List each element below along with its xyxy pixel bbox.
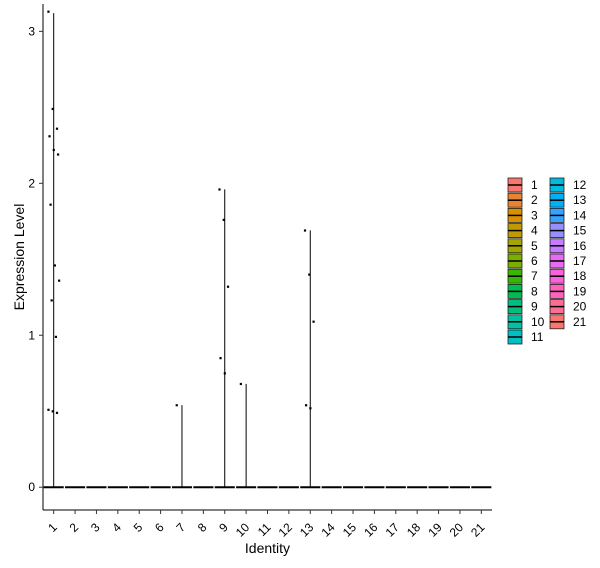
point — [51, 410, 54, 413]
x-axis-title: Identity — [245, 540, 290, 556]
point — [308, 273, 311, 276]
point — [47, 10, 50, 13]
x-tick-label: 3 — [88, 520, 103, 535]
point — [49, 203, 52, 206]
legend-label-5: 5 — [531, 239, 538, 253]
point — [50, 299, 53, 302]
point — [223, 372, 226, 375]
y-tick-label: 3 — [28, 24, 35, 38]
x-tick-label: 12 — [276, 520, 296, 540]
x-tick-label: 18 — [404, 520, 424, 540]
point — [219, 357, 222, 360]
x-tick-label: 20 — [447, 520, 467, 540]
point — [239, 382, 242, 386]
x-axis: 1 2 3 4 5 6 7 8 9 10 11 12 13 14 15 16 17 18 19 20 21 — [43, 509, 492, 540]
x-tick-label: 4 — [109, 520, 124, 535]
legend-label-2: 2 — [531, 193, 538, 207]
legend-label-8: 8 — [531, 284, 538, 298]
point — [52, 148, 55, 152]
legend-label-11: 11 — [531, 330, 544, 344]
legend-label-7: 7 — [531, 269, 538, 283]
x-tick-label: 13 — [297, 520, 317, 540]
legend-label-21: 21 — [573, 315, 587, 329]
x-tick-label: 10 — [233, 520, 253, 540]
x-tick-label: 7 — [173, 520, 188, 535]
legend-label-6: 6 — [531, 254, 538, 268]
point — [55, 411, 59, 414]
legend-label-14: 14 — [573, 208, 587, 222]
legend-label-20: 20 — [573, 300, 587, 314]
y-tick-label: 2 — [28, 176, 35, 190]
y-axis: 0 1 2 3 — [28, 4, 44, 510]
point — [55, 127, 59, 130]
point — [222, 218, 225, 221]
legend-label-16: 16 — [573, 239, 587, 253]
point — [309, 407, 312, 410]
x-tick-label: 21 — [468, 520, 488, 540]
point — [303, 229, 307, 232]
x-tick-label: 11 — [255, 520, 274, 539]
point — [51, 107, 54, 111]
legend-label-4: 4 — [531, 224, 538, 238]
x-tick-label: 16 — [361, 520, 381, 540]
point — [312, 320, 315, 323]
point — [175, 404, 178, 407]
y-tick-label: 1 — [28, 328, 35, 342]
point — [304, 404, 308, 407]
legend-label-9: 9 — [531, 300, 538, 314]
point — [48, 135, 51, 138]
y-axis-title: Expression Level — [11, 204, 27, 311]
plot-area — [43, 10, 492, 489]
point — [54, 335, 58, 338]
x-tick-label: 2 — [67, 520, 82, 535]
x-tick-label: 6 — [152, 520, 167, 535]
legend-label-17: 17 — [573, 254, 587, 268]
x-tick-label: 14 — [318, 520, 338, 540]
legend-label-18: 18 — [573, 269, 587, 283]
x-tick-label: 5 — [131, 520, 146, 535]
y-tick-label: 0 — [28, 480, 35, 494]
x-tick-label: 19 — [425, 520, 445, 540]
legend-label-19: 19 — [573, 284, 587, 298]
x-tick-label: 15 — [340, 520, 360, 540]
point — [218, 188, 221, 191]
point — [58, 279, 61, 282]
point — [47, 408, 50, 411]
legend-label-12: 12 — [573, 178, 587, 192]
legend-label-15: 15 — [573, 224, 587, 238]
x-tick-label: 1 — [45, 520, 60, 535]
legend-label-10: 10 — [531, 315, 545, 329]
legend-label-1: 1 — [531, 178, 538, 192]
point — [56, 153, 60, 156]
legend-label-13: 13 — [573, 193, 587, 207]
x-tick-label: 17 — [383, 520, 403, 540]
point — [226, 285, 230, 288]
point — [53, 264, 56, 267]
legend-label-3: 3 — [531, 208, 538, 222]
x-tick-label: 8 — [195, 520, 210, 535]
x-tick-label: 9 — [216, 520, 231, 535]
